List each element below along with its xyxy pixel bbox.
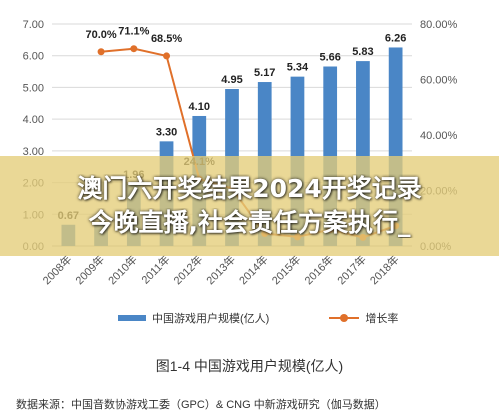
bar-value-label: 5.17 (254, 67, 275, 79)
x-tick-label: 2012年 (170, 252, 205, 287)
bar-value-label: 5.83 (352, 46, 373, 58)
legend-line-swatch (329, 314, 360, 322)
growth-value-label: 70.0% (85, 29, 116, 41)
y-left-tick-label: 5.00 (23, 82, 44, 94)
y-right-tick-label: 40.00% (420, 130, 458, 142)
bar-value-label: 5.66 (319, 51, 340, 63)
x-tick-label: 2009年 (72, 252, 107, 287)
growth-point (97, 48, 105, 56)
data-source: 数据来源：中国音数协游戏工委（GPC）& CNG 中新游戏研究（伽马数据） (16, 399, 386, 411)
y-right-tick-label: 60.00% (420, 75, 458, 87)
x-tick-label: 2015年 (269, 252, 304, 287)
x-tick-label: 2018年 (367, 252, 402, 287)
y-left-tick-label: 4.00 (23, 114, 44, 126)
growth-value-label: 68.5% (151, 33, 182, 45)
growth-value-label: 71.1% (118, 26, 149, 38)
bar-value-label: 5.34 (287, 62, 309, 74)
legend-line-label: 增长率 (365, 313, 399, 325)
legend-bar-swatch (118, 315, 146, 321)
bar-value-label: 4.95 (221, 74, 242, 86)
overlay-banner-line-2: 今晚直播,社会责任方案执行_ (88, 208, 411, 237)
y-left-tick-label: 3.00 (23, 146, 44, 158)
chart-legend: 中国游戏用户规模(亿人) 增长率 (118, 308, 398, 328)
legend-bar-label: 中国游戏用户规模(亿人) (152, 313, 270, 325)
y-left-tick-label: 7.00 (23, 19, 44, 31)
bar-value-label: 6.26 (385, 32, 406, 44)
bar-value-label: 4.10 (189, 101, 210, 113)
x-tick-label: 2010年 (105, 252, 140, 287)
x-tick-label: 2011年 (138, 252, 172, 286)
x-tick-label: 2014年 (236, 252, 271, 287)
bar-value-label: 3.30 (156, 126, 177, 138)
y-right-tick-label: 80.00% (420, 19, 458, 31)
x-tick-label: 2013年 (203, 252, 238, 287)
figure-caption: 图1-4 中国游戏用户规模(亿人) (155, 358, 344, 374)
overlay-banner (0, 156, 499, 256)
y-left-tick-label: 6.00 (23, 51, 44, 63)
growth-point (163, 52, 171, 60)
growth-point (130, 45, 138, 53)
overlay-banner-line-1: 澳门六开奖结果2024开奖记录 (77, 174, 422, 203)
x-tick-label: 2008年 (39, 252, 74, 287)
x-tick-label: 2017年 (334, 252, 369, 287)
x-tick-label: 2016年 (301, 252, 336, 287)
